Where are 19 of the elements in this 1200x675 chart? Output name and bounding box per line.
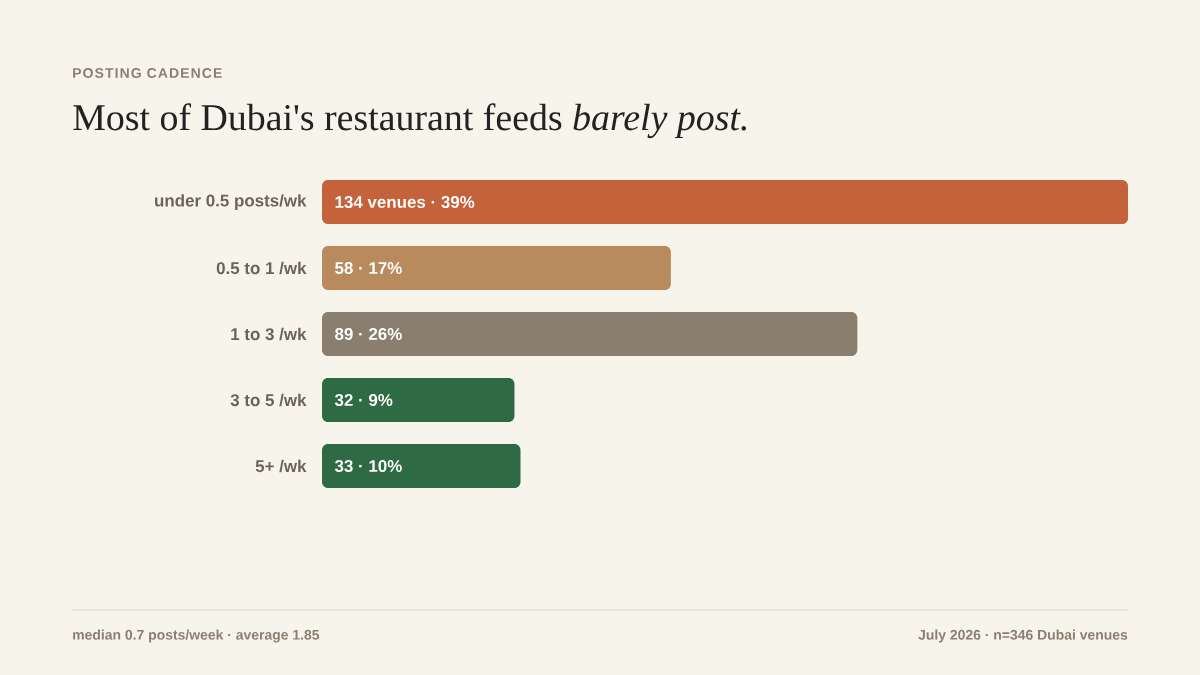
bar — [322, 444, 521, 489]
y-tick-label: 3 to 5 /wk — [230, 393, 307, 407]
chart-title: Most of Dubai's restaurant feeds barely post. — [73, 103, 747, 139]
text: July 2026 · n=346 Dubai venues — [918, 629, 1128, 643]
bar — [322, 180, 1129, 225]
y-tick-label: under 0.5 posts/wk — [155, 194, 307, 210]
data-label: 58 · 17% — [335, 262, 402, 275]
data-label: 32 · 9% — [334, 394, 393, 407]
bar — [322, 246, 671, 291]
text: median 0.7 posts/week · average 1.85 — [73, 629, 320, 643]
y-tick-label: 1 to 3 /wk — [231, 327, 307, 341]
data-label: 33 · 10% — [334, 460, 402, 473]
bar — [322, 378, 515, 423]
text: POSTING CADENCE — [73, 68, 222, 78]
data-label: 89 · 26% — [335, 328, 402, 341]
y-tick-label: 5+ /wk — [255, 459, 307, 473]
y-tick-label: 0.5 to 1 /wk — [216, 261, 307, 275]
bar — [322, 312, 858, 357]
data-label: 134 venues · 39% — [335, 196, 475, 209]
